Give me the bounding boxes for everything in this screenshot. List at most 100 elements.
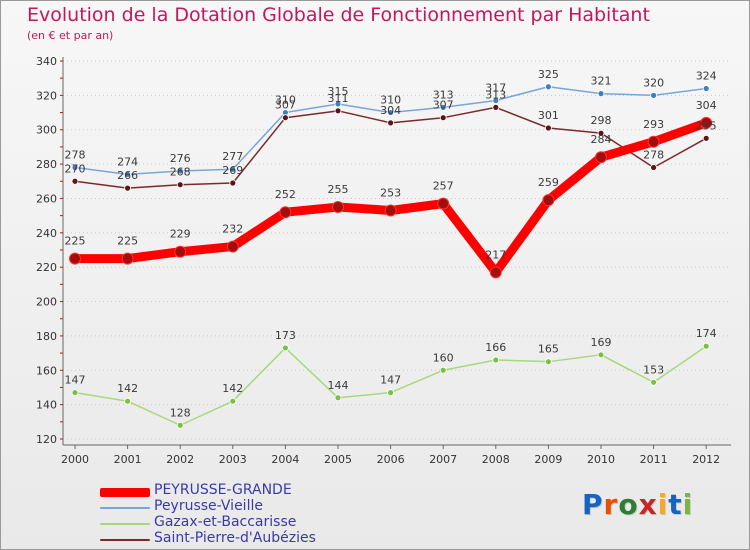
x-tick-label: 2012 [692, 453, 720, 466]
data-point [279, 206, 292, 219]
data-point [492, 103, 500, 111]
data-point [334, 107, 342, 115]
data-label: 142 [222, 382, 243, 395]
data-label: 270 [65, 162, 86, 175]
data-label: 278 [65, 149, 86, 162]
legend-label: PEYRUSSE-GRANDE [154, 482, 292, 498]
data-point [387, 389, 395, 397]
data-point [597, 90, 605, 98]
data-point [176, 167, 184, 175]
data-label: 255 [328, 183, 349, 196]
data-label: 301 [538, 109, 559, 122]
data-label: 144 [328, 379, 349, 392]
data-label: 284 [591, 133, 612, 146]
data-point [71, 177, 79, 185]
x-tick-label: 2003 [219, 453, 247, 466]
data-label: 252 [275, 188, 296, 201]
data-label: 307 [433, 99, 454, 112]
data-label: 153 [643, 363, 664, 376]
y-tick-label: 140 [36, 399, 57, 412]
data-label: 173 [275, 329, 296, 342]
data-label: 315 [328, 85, 349, 98]
data-label: 217 [485, 248, 506, 261]
data-point [545, 83, 552, 91]
y-tick-label: 160 [36, 364, 57, 377]
data-point [489, 266, 502, 279]
logo-letter: P [582, 488, 604, 521]
data-point [702, 134, 710, 142]
legend-label: Peyrusse-Vieille [154, 498, 263, 514]
logo-letter: t [668, 488, 683, 521]
data-point [439, 114, 447, 122]
data-point [124, 170, 131, 178]
data-label: 165 [538, 343, 559, 356]
logo-letter: i [657, 488, 669, 521]
data-point [124, 184, 131, 192]
y-tick-label: 200 [36, 296, 57, 309]
data-label: 259 [538, 176, 559, 189]
data-point [492, 97, 500, 104]
data-point [700, 116, 713, 129]
data-label: 278 [643, 149, 664, 162]
data-point [650, 378, 657, 386]
data-label: 304 [696, 99, 717, 112]
x-tick-label: 2005 [324, 453, 352, 466]
data-label: 253 [380, 186, 401, 199]
data-point [650, 164, 657, 171]
data-point [71, 164, 79, 171]
data-label: 277 [222, 150, 243, 163]
data-point [176, 421, 184, 429]
x-tick-label: 2000 [61, 453, 89, 466]
y-tick-label: 220 [36, 261, 57, 274]
data-label: 225 [65, 235, 86, 248]
data-point [384, 204, 397, 217]
data-label: 229 [170, 228, 191, 241]
chart-subtitle: (en € et par an) [27, 29, 114, 42]
data-point [174, 245, 187, 258]
legend-swatch-peyrusse-vieille [100, 507, 150, 509]
data-label: 298 [591, 114, 612, 127]
legend-item-peyrusse-grande: PEYRUSSE-GRANDE [100, 482, 430, 500]
data-point [702, 85, 710, 92]
y-tick-label: 340 [36, 55, 57, 68]
data-point [545, 358, 552, 366]
data-label: 321 [591, 75, 612, 88]
y-tick-label: 180 [36, 330, 57, 343]
data-point [650, 91, 657, 99]
legend-swatch-gazax-et-baccarisse [100, 523, 150, 525]
data-point [387, 119, 395, 127]
data-label: 266 [117, 169, 138, 182]
data-label: 313 [433, 88, 454, 101]
data-label: 293 [643, 118, 664, 131]
proxiti-logo: Proxiti [582, 488, 693, 521]
x-tick-label: 2010 [587, 453, 615, 466]
y-tick-label: 320 [36, 89, 57, 102]
data-point [492, 356, 500, 364]
x-tick-label: 2006 [377, 453, 405, 466]
data-label: 147 [65, 374, 86, 387]
logo-letter: o [618, 488, 639, 521]
y-tick-label: 240 [36, 227, 57, 240]
data-point [702, 342, 710, 350]
legend-label: Gazax-et-Baccarisse [154, 514, 297, 530]
data-point [334, 394, 342, 402]
data-point [229, 165, 237, 173]
data-point [124, 397, 131, 405]
x-tick-label: 2011 [640, 453, 668, 466]
y-tick-label: 260 [36, 192, 57, 205]
y-tick-label: 300 [36, 124, 57, 137]
data-point [387, 109, 395, 116]
data-point [597, 129, 605, 137]
data-label: 307 [275, 99, 296, 112]
x-tick-label: 2007 [429, 453, 457, 466]
legend-item-peyrusse-vieille: Peyrusse-Vieille [100, 498, 430, 516]
data-label: 313 [485, 88, 506, 101]
chart-title: Evolution de la Dotation Globale de Fonc… [27, 4, 650, 26]
data-label: 160 [433, 351, 454, 364]
data-point [542, 194, 555, 207]
x-tick-label: 2008 [482, 453, 510, 466]
data-label: 320 [643, 76, 664, 89]
data-point [71, 389, 79, 397]
data-point [439, 103, 447, 111]
